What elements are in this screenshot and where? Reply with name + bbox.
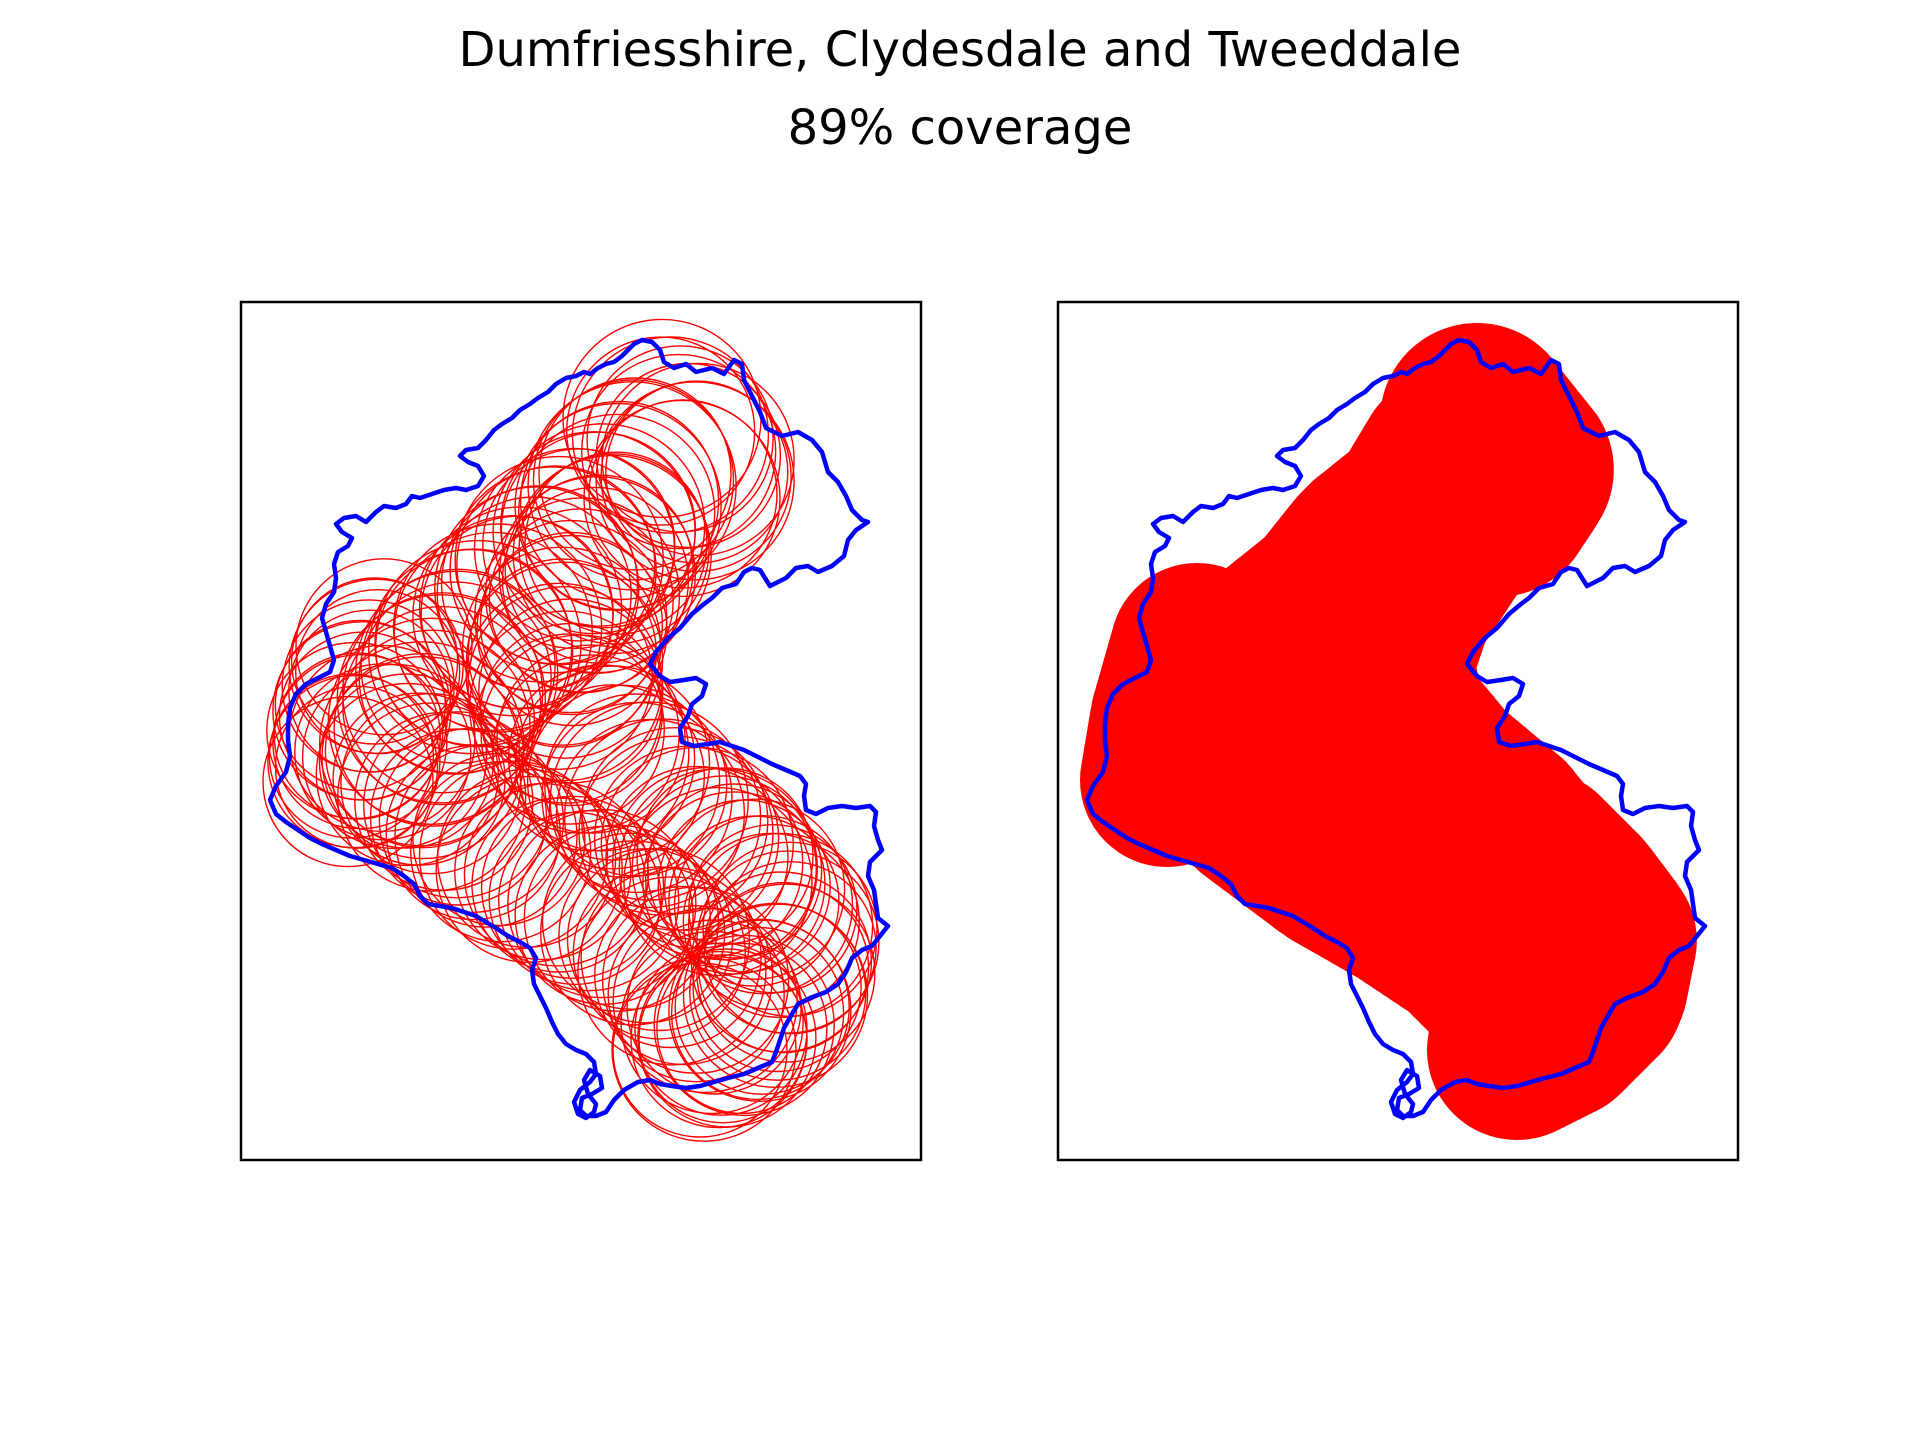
coverage-circle [496, 644, 686, 834]
coverage-circle [295, 558, 473, 736]
coverage-circle [518, 413, 716, 612]
coverage-circle [480, 795, 665, 979]
coverage-fill-disc [1400, 403, 1594, 597]
coverage-circle [593, 745, 780, 931]
coverage-circle [668, 918, 852, 1102]
right-map-panel [1056, 300, 1740, 1162]
coverage-circle [295, 589, 461, 755]
coverage-circle [673, 815, 854, 995]
coverage-circle [523, 824, 711, 1012]
coverage-circle [394, 744, 578, 928]
left-map-frame [239, 300, 923, 1162]
coverage-circle [524, 451, 708, 635]
coverage-circle [646, 783, 823, 959]
coverage-circle [340, 693, 522, 875]
coverage-circle [612, 962, 788, 1138]
coverage-fill [1080, 323, 1697, 1140]
right-map-frame [1056, 300, 1740, 1162]
coverage-circle [507, 808, 697, 999]
figure-subtitle: 89% coverage [787, 100, 1133, 156]
coverage-fill-disc [1080, 693, 1254, 867]
coverage-circle [363, 711, 551, 899]
coverage-circle [663, 798, 846, 980]
coverage-circle [594, 885, 774, 1066]
coverage-circle [583, 399, 781, 598]
coverage-circle [479, 531, 664, 716]
coverage-circle [595, 381, 795, 581]
coverage-circle [620, 930, 804, 1115]
coverage-circle [636, 767, 814, 945]
coverage-circle [571, 336, 770, 534]
coverage-circle [412, 752, 586, 927]
coverage-circle [607, 905, 785, 1083]
coverage-circle [586, 345, 774, 533]
coverage-circle [268, 673, 435, 839]
coverage-circle [463, 781, 650, 967]
coverage-circle [697, 881, 870, 1054]
coverage-circle [474, 519, 668, 714]
coverage-circle [336, 594, 546, 804]
coverage-circles [262, 318, 880, 1142]
coverage-circle [274, 685, 439, 849]
coverage-circle [653, 934, 835, 1117]
coverage-circle [581, 353, 777, 550]
coverage-circle [689, 903, 867, 1081]
coverage-circle [290, 577, 459, 745]
coverage-circle [333, 629, 531, 827]
coverage-circle [532, 379, 735, 581]
coverage-circle [262, 695, 434, 868]
coverage-circle [318, 673, 495, 849]
coverage-circle [541, 832, 720, 1010]
left-map-panel [239, 300, 923, 1162]
coverage-circle [273, 652, 441, 820]
coverage-circle [703, 861, 877, 1035]
coverage-circle [476, 534, 668, 727]
coverage-circle [611, 956, 797, 1142]
coverage-circle [488, 508, 674, 694]
coverage-circle [274, 619, 446, 792]
coverage-circle [294, 663, 472, 841]
coverage-circle [630, 950, 808, 1129]
coverage-circle [670, 926, 845, 1101]
coverage-circle [682, 902, 869, 1088]
coverage-circle [465, 561, 664, 759]
coverage-circle [656, 942, 828, 1115]
coverage-circle [580, 866, 762, 1049]
figure-title: Dumfriesshire, Clydesdale and Tweeddale [458, 22, 1462, 78]
coverage-circle [519, 400, 720, 601]
coverage-fill-disc [1427, 960, 1607, 1140]
coverage-circle [572, 866, 746, 1040]
coverage-circle [538, 377, 732, 571]
coverage-circle [688, 824, 858, 994]
coverage-circle [581, 727, 769, 915]
coverage-circle [342, 605, 542, 806]
coverage-circle [674, 919, 850, 1095]
coverage-circle [301, 663, 488, 850]
